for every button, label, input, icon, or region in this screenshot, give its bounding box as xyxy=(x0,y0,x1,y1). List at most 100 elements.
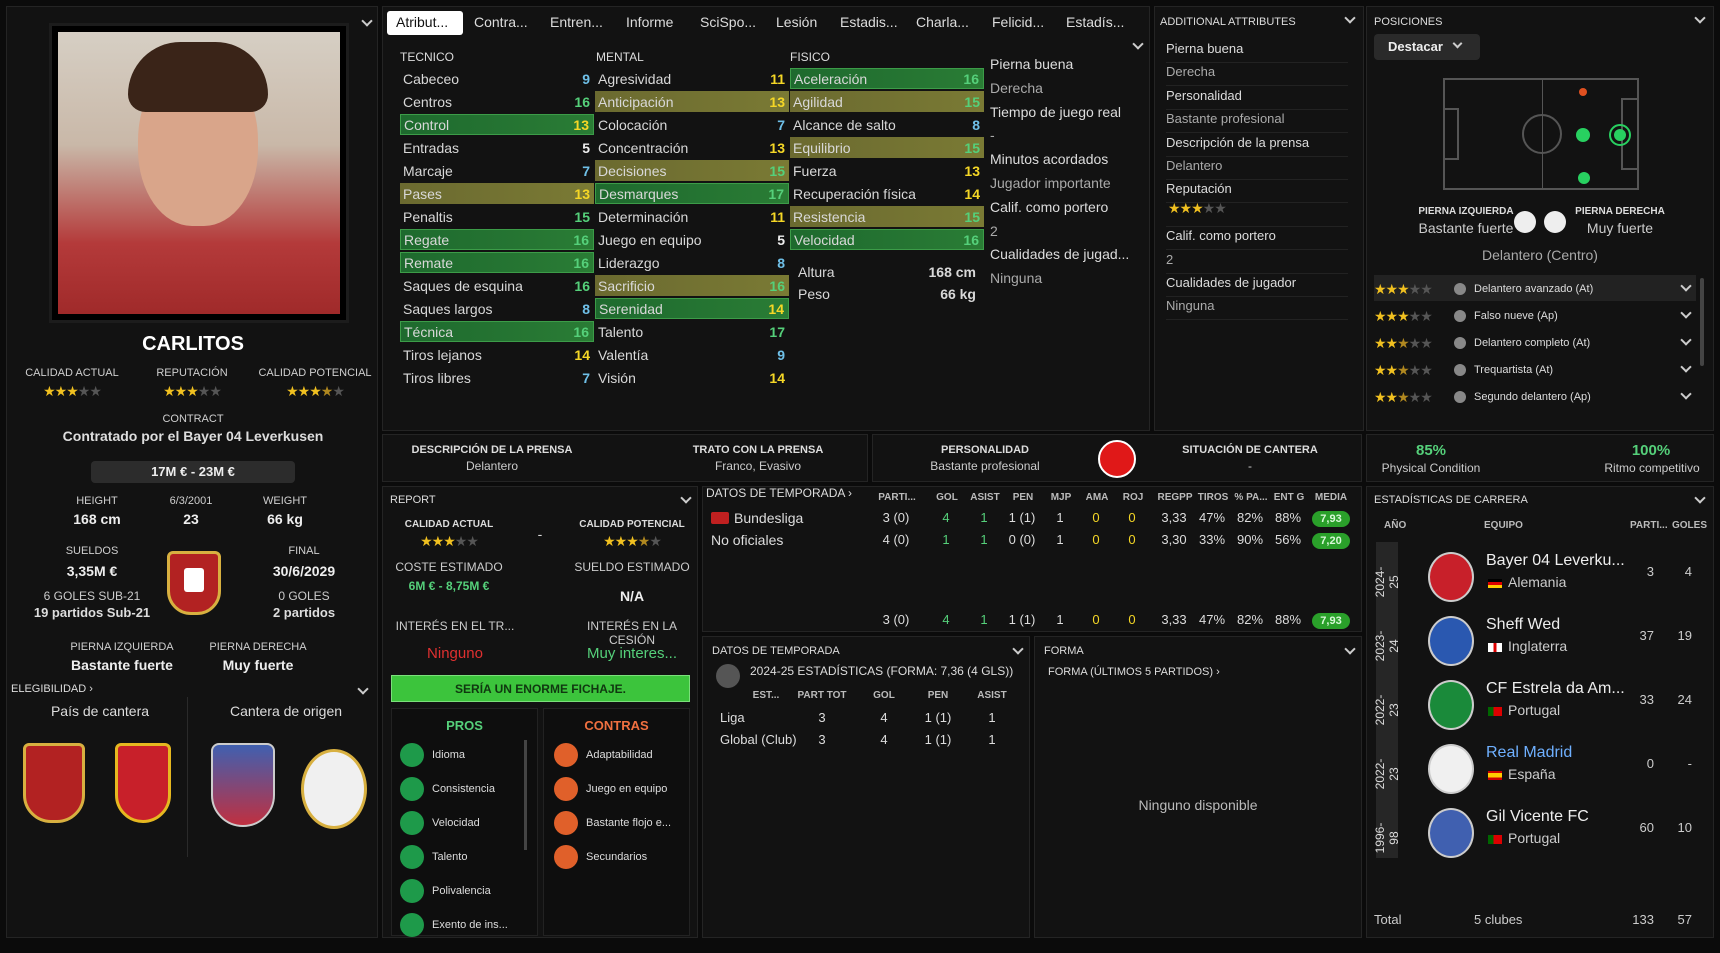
attribute-row[interactable]: Pases 13 xyxy=(400,183,594,204)
tab-contrato[interactable]: Contra... xyxy=(474,14,528,30)
loan-interest-value: Muy interes... xyxy=(586,645,678,662)
attribute-row[interactable]: Remate 16 xyxy=(400,252,594,273)
attribute-row[interactable]: Fuerza 13 xyxy=(790,160,984,181)
info-icon[interactable] xyxy=(1454,337,1466,349)
role-row[interactable]: ★★★★★ Trequartista (At) xyxy=(1374,358,1696,382)
role-row[interactable]: ★★★★★ Falso nueve (Ap) xyxy=(1374,304,1696,328)
tab-charla[interactable]: Charla... xyxy=(916,14,969,30)
chevron-down-icon[interactable] xyxy=(357,683,369,695)
attribute-row[interactable]: Juego en equipo 5 xyxy=(595,229,789,250)
highlight-dropdown[interactable]: Destacar xyxy=(1374,34,1480,60)
attribute-row[interactable]: Serenidad 14 xyxy=(595,298,789,319)
attribute-row[interactable]: Penaltis 15 xyxy=(400,206,594,227)
con-item: Bastante flojo e... xyxy=(554,808,671,838)
tab-lesion[interactable]: Lesión xyxy=(776,14,818,30)
attribute-row[interactable]: Anticipación 13 xyxy=(595,91,789,112)
tab-estadisticas-2[interactable]: Estadís... xyxy=(1066,14,1125,30)
attribute-value: 14 xyxy=(768,300,784,317)
additional-attribute: Delantero xyxy=(1166,158,1348,180)
tab-scisports[interactable]: SciSpo... xyxy=(700,14,757,30)
attribute-row[interactable]: Control 13 xyxy=(400,114,594,135)
u21-apps: 19 partidos Sub-21 xyxy=(33,605,151,620)
attribute-row[interactable]: Desmarques 17 xyxy=(595,183,789,204)
chevron-down-icon[interactable] xyxy=(361,15,373,27)
role-row[interactable]: ★★★★★ Delantero completo (At) xyxy=(1374,331,1696,355)
attribute-value: 16 xyxy=(573,231,589,248)
tab-felicidad[interactable]: Felicid... xyxy=(992,14,1045,30)
attribute-row[interactable]: Velocidad 16 xyxy=(790,229,984,250)
peso-label: Peso xyxy=(798,286,830,302)
career-team[interactable]: CF Estrela da Am... xyxy=(1486,680,1625,697)
attribute-row[interactable]: Aceleración 16 xyxy=(790,68,984,89)
info-icon[interactable] xyxy=(1454,391,1466,403)
career-team[interactable]: Bayer 04 Leverku... xyxy=(1486,552,1625,569)
info-icon[interactable] xyxy=(1454,283,1466,295)
attribute-row[interactable]: Equilibrio 15 xyxy=(790,137,984,158)
attribute-row[interactable]: Alcance de salto 8 xyxy=(790,114,984,135)
career-team[interactable]: Gil Vicente FC xyxy=(1486,808,1589,825)
season-competition: Bundesliga xyxy=(734,510,804,526)
attribute-row[interactable]: Cabeceo 9 xyxy=(400,68,594,89)
attribute-row[interactable]: Liderazgo 8 xyxy=(595,252,789,273)
wages-value: 3,35M € xyxy=(66,563,118,579)
form-last5-link[interactable]: FORMA (ÚLTIMOS 5 PARTIDOS) › xyxy=(1048,666,1220,678)
career-team[interactable]: Sheff Wed xyxy=(1486,616,1561,633)
season-data-link[interactable]: DATOS DE TEMPORADA › xyxy=(706,486,853,500)
attribute-row[interactable]: Técnica 16 xyxy=(400,321,594,342)
attribute-value: 11 xyxy=(770,70,785,87)
intl-apps: 2 partidos xyxy=(272,605,336,620)
tab-entrenamiento[interactable]: Entren... xyxy=(550,14,603,30)
attribute-row[interactable]: Agresividad 11 xyxy=(595,68,789,89)
tab-estadisticas[interactable]: Estadis... xyxy=(840,14,898,30)
season-value: 1 xyxy=(1056,612,1064,627)
attribute-row[interactable]: Resistencia 15 xyxy=(790,206,984,227)
attribute-row[interactable]: Saques de esquina 16 xyxy=(400,275,594,296)
attribute-row[interactable]: Agilidad 15 xyxy=(790,91,984,112)
total-goals: 57 xyxy=(1677,912,1692,927)
attribute-row[interactable]: Talento 17 xyxy=(595,321,789,342)
attribute-row[interactable]: Saques largos 8 xyxy=(400,298,594,319)
tab-atributos[interactable]: Atribut... xyxy=(396,14,449,30)
total-label: Total xyxy=(1374,912,1402,927)
attribute-row[interactable]: Centros 16 xyxy=(400,91,594,112)
scrollbar[interactable] xyxy=(1700,278,1704,366)
season-value: 88% xyxy=(1274,510,1302,525)
attribute-value: 13 xyxy=(574,185,590,202)
role-row[interactable]: ★★★★★ Delantero avanzado (At) xyxy=(1374,277,1696,301)
attribute-row[interactable]: Colocación 7 xyxy=(595,114,789,135)
report-title: REPORT xyxy=(390,494,436,506)
total-apps: 133 xyxy=(1632,912,1654,927)
attribute-row[interactable]: Regate 16 xyxy=(400,229,594,250)
attribute-row[interactable]: Sacrificio 16 xyxy=(595,275,789,296)
attribute-row[interactable]: Entradas 5 xyxy=(400,137,594,158)
pro-item: Exento de ins... xyxy=(400,910,508,940)
attribute-row[interactable]: Decisiones 15 xyxy=(595,160,789,181)
scrollbar[interactable] xyxy=(524,740,527,850)
attribute-value: 17 xyxy=(769,323,785,340)
attribute-row[interactable]: Concentración 13 xyxy=(595,137,789,158)
tab-informe[interactable]: Informe xyxy=(626,14,674,30)
right-foot-label: PIERNA DERECHA xyxy=(1575,206,1665,217)
eligibility-link[interactable]: ELEGIBILIDAD › xyxy=(11,683,93,695)
current-ability-label: CALIDAD ACTUAL xyxy=(25,367,119,379)
attribute-row[interactable]: Determinación 11 xyxy=(595,206,789,227)
season-stats-header: PART TOT xyxy=(797,690,847,701)
role-row[interactable]: ★★★★★ Segundo delantero (Ap) xyxy=(1374,385,1696,409)
info-icon[interactable] xyxy=(1454,310,1466,322)
contract-text: Contratado por el Bayer 04 Leverkusen xyxy=(62,428,324,444)
attribute-row[interactable]: Valentía 9 xyxy=(595,344,789,365)
info-icon[interactable] xyxy=(1454,364,1466,376)
attribute-row[interactable]: Tiros libres 7 xyxy=(400,367,594,388)
pro-label: Consistencia xyxy=(432,783,495,795)
player-photo xyxy=(49,23,349,323)
attribute-row[interactable]: Recuperación física 14 xyxy=(790,183,984,204)
attribute-row[interactable]: Visión 14 xyxy=(595,367,789,388)
attribute-row[interactable]: Marcaje 7 xyxy=(400,160,594,181)
career-team[interactable]: Real Madrid xyxy=(1486,744,1573,761)
role-stars: ★★★★★ xyxy=(1374,307,1433,324)
attribute-row[interactable]: Tiros lejanos 14 xyxy=(400,344,594,365)
average-rating-badge: 7,93 xyxy=(1312,613,1350,629)
potential-ability-stars: ★★★★★ xyxy=(286,383,345,399)
report-pa-label: CALIDAD POTENCIAL xyxy=(579,519,685,530)
attribute-name: Velocidad xyxy=(794,231,855,248)
